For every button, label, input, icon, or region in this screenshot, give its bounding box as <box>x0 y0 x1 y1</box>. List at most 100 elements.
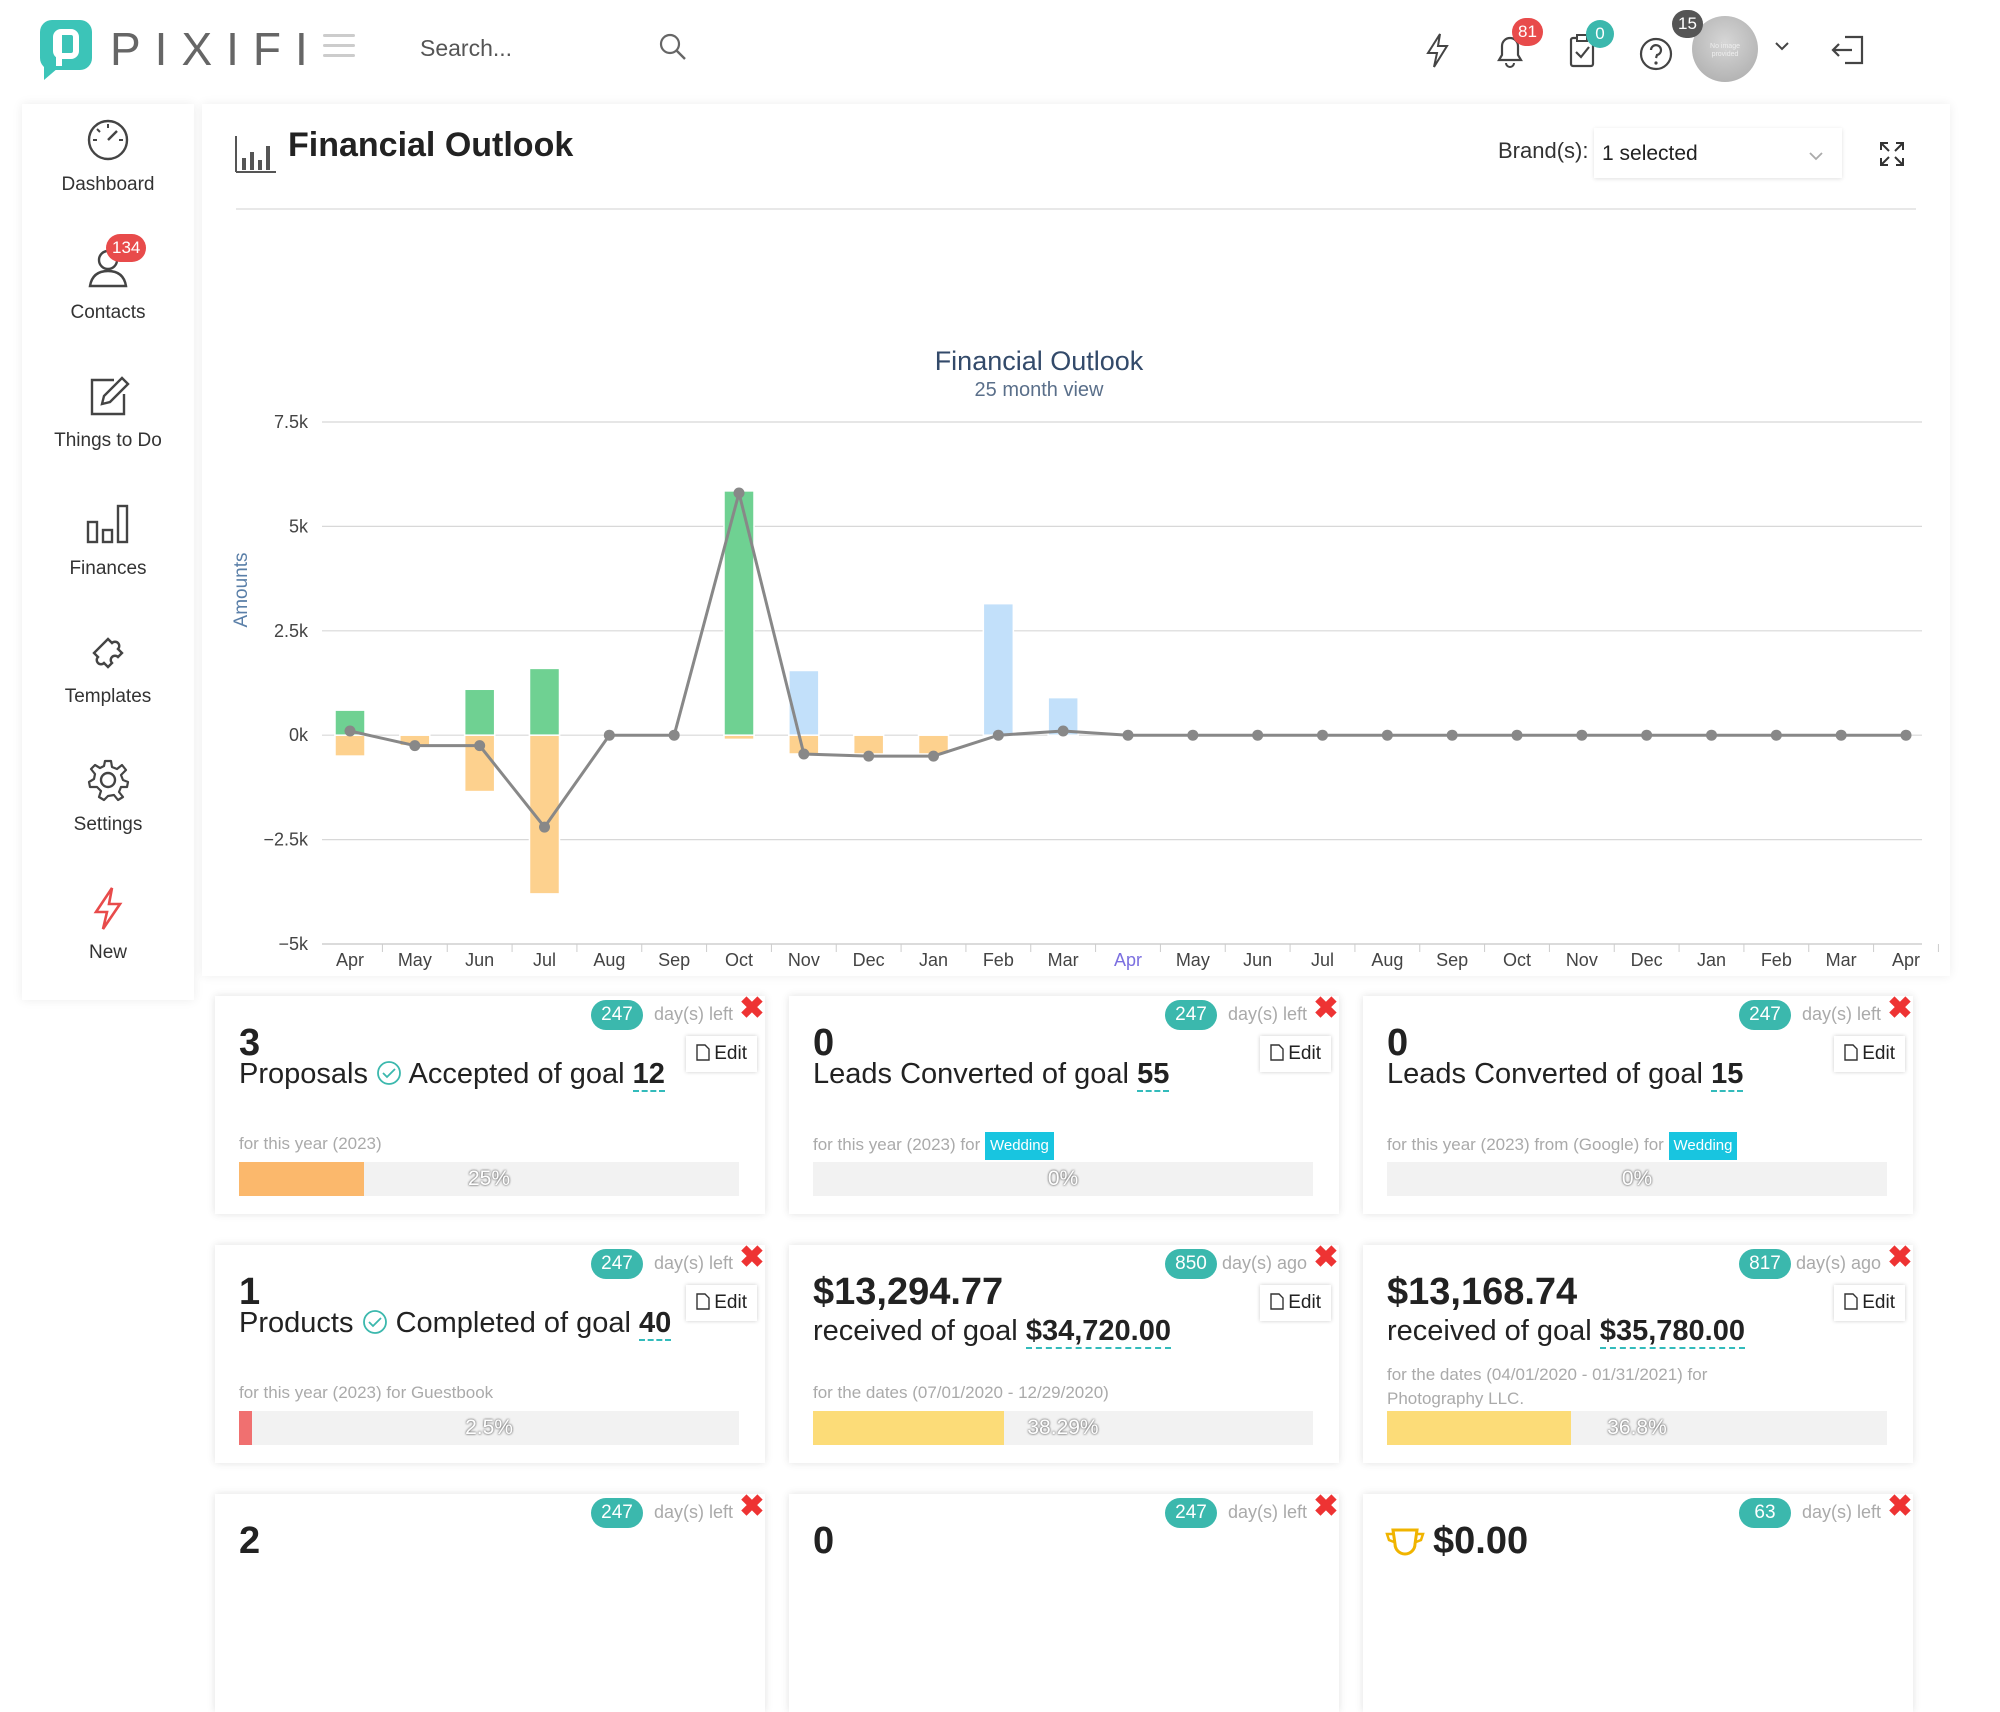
x-tick-label-month: May <box>398 950 432 970</box>
remove-goal-button[interactable]: ✖ <box>1313 1241 1339 1274</box>
cashflow-point <box>1900 729 1912 741</box>
avatar[interactable]: No image provided <box>1692 16 1758 82</box>
lightning-icon[interactable] <box>1418 30 1458 70</box>
goal-target[interactable]: 40 <box>639 1307 672 1341</box>
goal-metric: Products <box>239 1307 354 1339</box>
x-tick-label-month: Mar <box>1048 950 1079 970</box>
edit-goal-button[interactable]: Edit <box>686 1285 757 1321</box>
edit-goal-button[interactable]: Edit <box>686 1036 757 1072</box>
y-tick-label: 2.5k <box>274 621 309 641</box>
sidebar-item-label: Dashboard <box>61 174 155 195</box>
x-tick-label-month: Sep <box>658 950 690 970</box>
goal-target[interactable]: 12 <box>632 1058 665 1092</box>
sidebar-item-settings[interactable]: Settings <box>22 750 194 860</box>
gear-icon <box>87 759 130 802</box>
cashflow-point <box>1187 729 1199 741</box>
x-tick-label-month: Nov <box>1566 950 1598 970</box>
days-badge: 247 <box>1165 1498 1217 1528</box>
edit-label: Edit <box>1288 1043 1321 1064</box>
chevron-down-icon <box>1809 152 1823 161</box>
cashflow-point <box>1770 729 1782 741</box>
cashflow-point <box>474 740 486 752</box>
goal-subtitle: for this year (2023) <box>239 1132 382 1156</box>
remove-goal-button[interactable]: ✖ <box>1887 992 1913 1025</box>
sidebar-item-templates[interactable]: Templates <box>22 622 194 732</box>
cashflow-point <box>1122 729 1134 741</box>
goal-period: for the dates (04/01/2020 - 01/31/2021) … <box>1387 1365 1708 1384</box>
remove-goal-button[interactable]: ✖ <box>1887 1241 1913 1274</box>
sidebar-item-contacts[interactable]: Contacts <box>22 238 194 348</box>
x-tick-label-year: 2023 <box>1108 972 1148 974</box>
x-tick-label-month: Feb <box>983 950 1014 970</box>
logout-icon[interactable] <box>1828 30 1868 70</box>
x-tick-label-year: 2023 <box>1043 972 1083 974</box>
progress-fill <box>813 1411 1004 1445</box>
edit-goal-button[interactable]: Edit <box>1260 1285 1331 1321</box>
edit-label: Edit <box>1288 1292 1321 1313</box>
x-tick-label-year: 2023 <box>1627 972 1667 974</box>
divider <box>236 208 1916 210</box>
bell-icon[interactable] <box>1490 30 1530 70</box>
y-tick-label: 5k <box>289 516 309 536</box>
x-tick-label-month: Jan <box>1697 950 1726 970</box>
sidebar-item-label: New <box>88 942 127 963</box>
edit-goal-button[interactable]: Edit <box>1834 1285 1905 1321</box>
cashflow-point <box>863 750 875 762</box>
remove-goal-button[interactable]: ✖ <box>1313 992 1339 1025</box>
remove-goal-button[interactable]: ✖ <box>1887 1490 1913 1523</box>
cashflow-point <box>1511 729 1523 741</box>
x-tick-label-year: 2023 <box>1562 972 1602 974</box>
sidebar-item-label: Contacts <box>70 302 146 323</box>
goal-subtitle: for the dates (04/01/2020 - 01/31/2021) … <box>1387 1363 1707 1411</box>
help-icon[interactable] <box>1636 34 1676 74</box>
edit-goal-button[interactable]: Edit <box>1834 1036 1905 1072</box>
brand-select[interactable]: 1 selected <box>1594 128 1842 178</box>
x-tick-label-year: 2024 <box>1886 972 1926 974</box>
x-tick-label-month: Jul <box>533 950 556 970</box>
goal-count: 1 <box>239 1271 261 1313</box>
x-tick-label-year: 2022 <box>395 972 435 974</box>
goal-description: Leads Converted of goal <box>1387 1058 1703 1090</box>
cashflow-point <box>344 725 356 737</box>
progress-percent: 0% <box>1047 1167 1079 1190</box>
avatar-badge: 15 <box>1672 10 1703 38</box>
goal-description: Accepted of goal <box>408 1058 625 1090</box>
goal-count: 0 <box>1387 1022 1409 1064</box>
brand-label: Brand(s): <box>1498 138 1589 163</box>
search-icon[interactable] <box>658 32 688 62</box>
y-tick-label: −5k <box>278 934 309 954</box>
hamburger-menu-icon[interactable] <box>323 34 355 60</box>
x-tick-label-year: 2022 <box>849 972 889 974</box>
speedometer-icon <box>87 119 129 161</box>
goal-target[interactable]: 15 <box>1711 1058 1744 1092</box>
sidebar-item-label: Settings <box>73 814 143 835</box>
sidebar-item-label: Things to Do <box>54 430 162 451</box>
chevron-down-icon[interactable] <box>1772 36 1792 56</box>
expand-icon[interactable] <box>1878 140 1906 168</box>
remove-goal-button[interactable]: ✖ <box>1313 1490 1339 1523</box>
cashflow-point <box>928 750 939 762</box>
sidebar-item-dashboard[interactable]: Dashboard <box>22 110 194 220</box>
x-tick-label-month: Dec <box>853 950 885 970</box>
goal-target[interactable]: $34,720.00 <box>1025 1315 1171 1349</box>
remove-goal-button[interactable]: ✖ <box>739 1490 765 1523</box>
financial-outlook-chart: Financial Outlook 25 month view Amounts … <box>231 346 1939 974</box>
days-label: day(s) left <box>653 1502 733 1522</box>
notifications-badge: 81 <box>1512 18 1543 46</box>
sidebar-item-new[interactable]: New <box>22 878 194 988</box>
days-badge: 850 <box>1165 1249 1217 1279</box>
goal-target[interactable]: $35,780.00 <box>1599 1315 1745 1349</box>
progress-fill <box>239 1162 364 1196</box>
goal-card: 247 day(s) left ✖ 2 <box>215 1490 765 1712</box>
pixifi-logo-icon[interactable] <box>38 18 94 80</box>
sidebar-item-things-to-do[interactable]: Things to Do <box>22 366 194 476</box>
remove-goal-button[interactable]: ✖ <box>739 992 765 1025</box>
days-label: day(s) left <box>1801 1502 1881 1522</box>
search-input[interactable] <box>420 28 700 68</box>
x-tick-label-year: 2022 <box>719 972 759 974</box>
sidebar-item-finances[interactable]: Finances <box>22 494 194 604</box>
goal-target[interactable]: 55 <box>1137 1058 1170 1092</box>
remove-goal-button[interactable]: ✖ <box>739 1241 765 1274</box>
cashflow-point <box>1706 729 1717 741</box>
edit-goal-button[interactable]: Edit <box>1260 1036 1331 1072</box>
